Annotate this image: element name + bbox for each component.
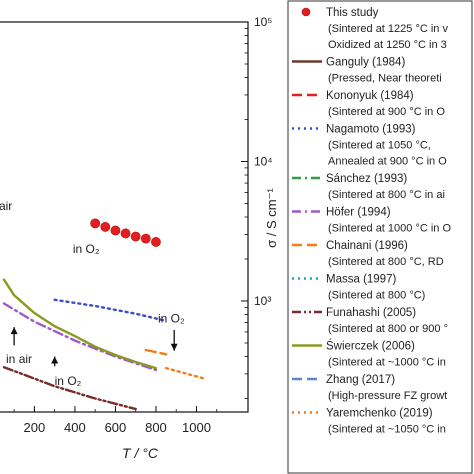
plot-frame <box>0 21 249 413</box>
legend-entry: Zhang (2017) <box>326 374 395 386</box>
y-axis-label: σ / S cm⁻¹ <box>264 188 279 248</box>
series-line <box>144 348 168 356</box>
data-point <box>151 237 161 247</box>
series-line <box>2 366 137 411</box>
x-tick-label: 600 <box>105 420 127 435</box>
x-tick-label: 1000 <box>182 420 211 435</box>
legend-entry: Świerczek (2006) <box>326 340 415 353</box>
legend-note: (Sintered at 800 °C in ai <box>328 189 445 201</box>
series-line <box>2 302 158 372</box>
legend-note: (Sintered at 900 °C in O <box>328 106 445 118</box>
annotation: in O₂ <box>73 242 100 256</box>
x-tick-label: 800 <box>145 420 167 435</box>
series-line <box>53 298 168 323</box>
legend-entry: Funahashi (2005) <box>326 307 416 319</box>
legend-note: (Sintered at 800 °C, RD <box>328 256 444 268</box>
legend-note: (Sintered at 1050 °C, <box>328 140 431 152</box>
y-tick-label: 10³ <box>254 294 271 308</box>
y-tick-label: 10⁴ <box>254 154 273 168</box>
data-point <box>100 221 111 232</box>
y-tick-label: 10⁵ <box>254 15 272 29</box>
legend-note: (Sintered at 800 °C) <box>328 290 425 302</box>
data-point <box>120 228 131 239</box>
legend-entry: Kononyuk (1984) <box>326 90 414 102</box>
legend-entry: Nagamoto (1993) <box>326 124 416 136</box>
legend-note: (Sintered at 1225 °C in v <box>328 23 448 35</box>
arrow-head <box>170 343 178 351</box>
legend-entry: This study <box>326 7 379 19</box>
data-point <box>90 218 101 229</box>
legend-marker <box>301 7 311 17</box>
x-axis-label: T / °C <box>122 445 159 461</box>
annotation: in O₂ <box>55 374 82 388</box>
arrow-head <box>51 356 59 364</box>
legend-note: (Sintered at ~1000 °C in <box>328 357 446 369</box>
legend-note: (Sintered at 800 or 900 ° <box>328 323 448 335</box>
legend-entry: Sánchez (1993) <box>326 173 407 185</box>
data-point <box>130 231 141 242</box>
annotation: in air <box>6 352 32 366</box>
x-tick-label: 400 <box>64 420 86 435</box>
series-line <box>2 278 158 370</box>
legend-entry: Ganguly (1984) <box>326 57 405 69</box>
data-point <box>110 225 121 236</box>
legend-note: (Sintered at ~1050 °C in <box>328 424 446 436</box>
legend-note: (Pressed, Near theoreti <box>328 73 442 85</box>
legend-entry: Yaremchenko (2019) <box>326 408 433 420</box>
annotation: air <box>0 199 12 213</box>
legend-entry: Höfer (1994) <box>326 207 391 219</box>
annotation: in O₂ <box>158 312 185 326</box>
series-line <box>164 366 208 381</box>
legend-note: (High-pressure FZ growt <box>328 390 447 402</box>
legend-entry: Chainani (1996) <box>326 240 408 252</box>
plot-area: 200 400 600 800 1000 10⁵ 10⁴ 10³ T / °C σ / S cm⁻… <box>0 15 279 461</box>
legend-note: Annealed at 900 °C in O <box>328 156 447 168</box>
legend-note: Oxidized at 1250 °C in 3 <box>328 39 447 51</box>
legend-note: (Sintered at 1000 °C in O <box>328 223 451 235</box>
arrow-head <box>10 327 18 335</box>
legend: This study (Sintered at 1225 °C in v Oxidi… <box>287 0 473 474</box>
data-point <box>140 233 151 244</box>
x-tick-label: 200 <box>24 420 46 435</box>
legend-box <box>287 0 473 474</box>
legend-entry: Massa (1997) <box>326 274 396 286</box>
